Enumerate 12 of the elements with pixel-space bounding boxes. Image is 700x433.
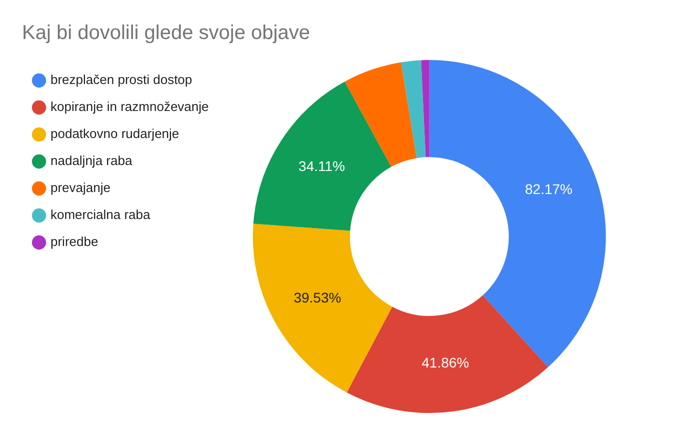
data-label: 82.17%	[524, 181, 572, 198]
data-label: 34.11%	[298, 158, 345, 174]
legend-label: priredbe	[50, 234, 98, 250]
legend-label: komercialna raba	[50, 207, 151, 222]
data-label: 39.53%	[294, 289, 342, 306]
data-label: 41.86%	[422, 354, 470, 370]
chart-title: Kaj bi dovolili glede svoje objave	[21, 21, 311, 46]
legend-label: prevajanje	[50, 180, 110, 196]
legend-label: kopiranje in razmnoževanje	[50, 99, 209, 114]
legend-label: nadaljnja raba	[50, 153, 133, 168]
legend-label: brezplačen prosti dostop	[50, 72, 192, 88]
legend-label: podatkovno rudarjenje	[50, 126, 180, 142]
